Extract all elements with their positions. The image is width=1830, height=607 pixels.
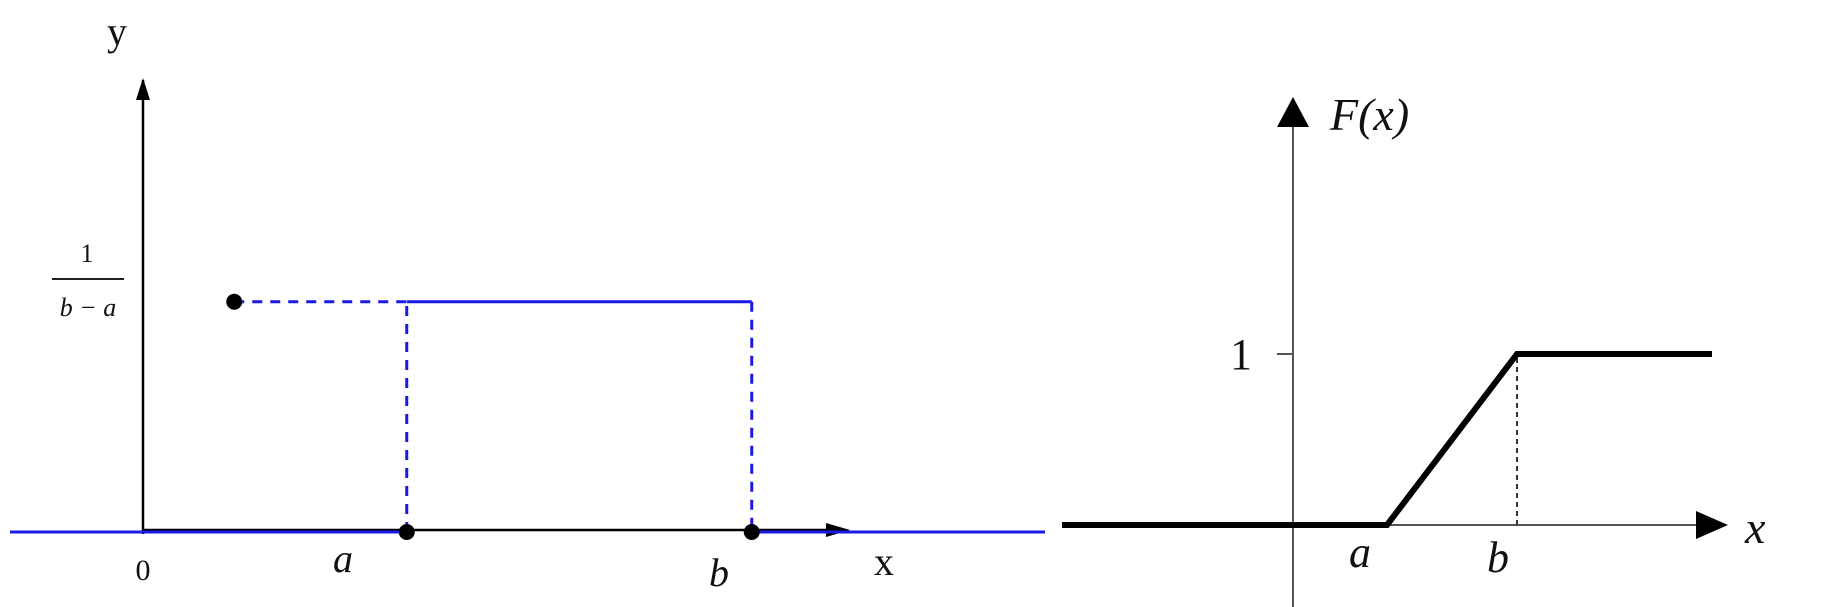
pdf-point-1	[398, 524, 415, 540]
pdf-x-tick-a: a	[333, 536, 353, 581]
cdf-y-axis-arrow-icon	[1277, 97, 1309, 127]
cdf-curve-line	[1062, 351, 1712, 528]
cdf-xlabel: x	[1744, 502, 1766, 553]
pdf-y-tick-numerator: 1	[81, 239, 94, 268]
pdf-x-axis-arrow-icon	[826, 523, 850, 537]
pdf-points	[226, 293, 760, 540]
cdf-curve	[1062, 351, 1712, 528]
pdf-x-tick-origin: 0	[136, 554, 151, 587]
cdf-y-tick-1: 1	[1230, 330, 1252, 379]
cdf-x-axis-arrow-icon	[1696, 511, 1728, 539]
pdf-point-2	[743, 524, 760, 540]
cdf-chart: F(x) x 1 a b	[1062, 89, 1766, 607]
pdf-curve	[10, 300, 1045, 534]
pdf-y-tick-denominator: b − a	[60, 293, 117, 322]
pdf-y-axis-arrow-icon	[136, 78, 150, 100]
cdf-x-tick-b: b	[1487, 533, 1509, 582]
cdf-x-tick-a: a	[1349, 528, 1371, 577]
pdf-xlabel: x	[874, 539, 894, 584]
pdf-ylabel: y	[107, 9, 127, 54]
pdf-x-tick-b: b	[709, 550, 729, 595]
pdf-point-0	[226, 293, 243, 310]
cdf-ylabel: F(x)	[1329, 89, 1409, 140]
pdf-chart: y x 0 a b 1 b − a	[10, 9, 1045, 595]
